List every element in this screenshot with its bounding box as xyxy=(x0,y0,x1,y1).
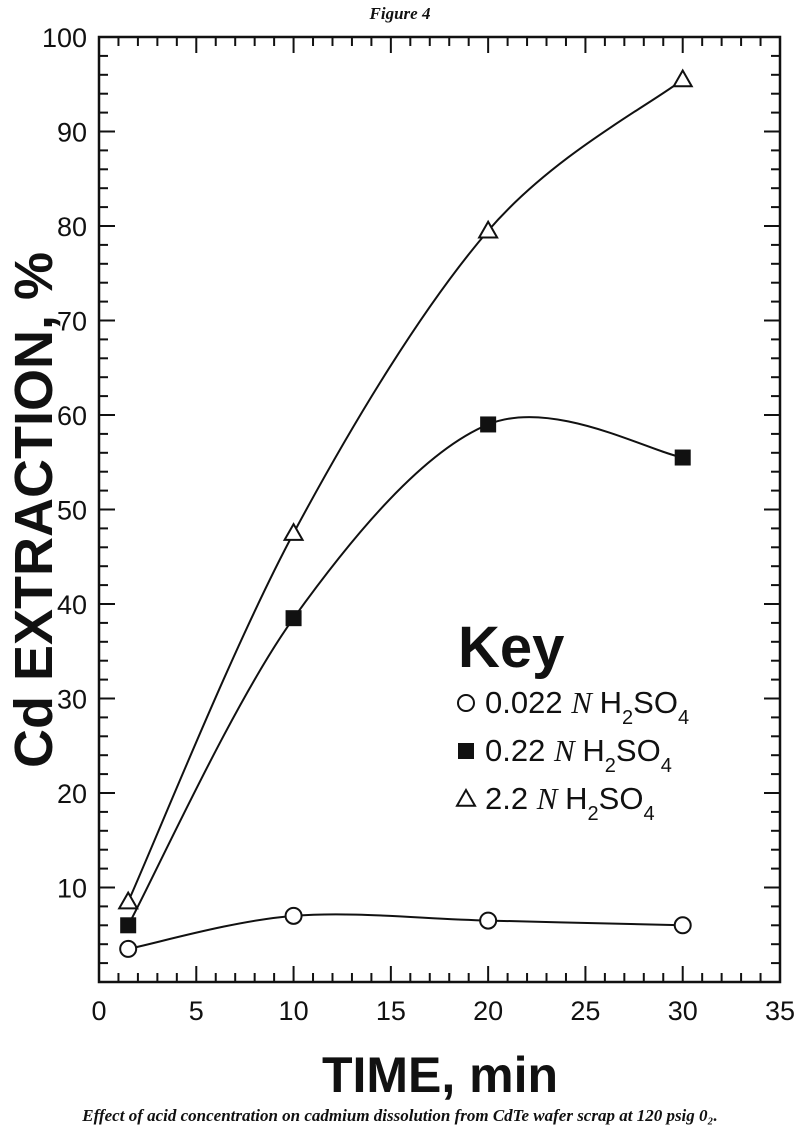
x-tick-label: 5 xyxy=(189,996,204,1026)
legend-marker xyxy=(457,694,475,712)
y-tick-label: 100 xyxy=(42,23,87,53)
legend-label: 2.2 N H2SO4 xyxy=(485,781,655,825)
legend-label: 0.22 N H2SO4 xyxy=(485,733,672,777)
legend-marker xyxy=(455,787,477,807)
x-tick-label: 30 xyxy=(668,996,698,1026)
legend-label: 0.022 N H2SO4 xyxy=(485,685,689,729)
data-point xyxy=(284,906,303,925)
x-tick-label: 35 xyxy=(765,996,795,1026)
y-tick-label: 40 xyxy=(57,590,87,620)
series-markers xyxy=(117,68,694,958)
data-point xyxy=(119,939,138,958)
data-point xyxy=(479,911,498,930)
data-point xyxy=(671,68,694,88)
x-tick-label: 25 xyxy=(570,996,600,1026)
y-tick-label: 60 xyxy=(57,401,87,431)
y-tick-label: 50 xyxy=(57,496,87,526)
data-point xyxy=(673,916,692,935)
legend-title: Key xyxy=(458,615,564,680)
series-line xyxy=(127,78,684,903)
y-tick-label: 10 xyxy=(57,874,87,904)
x-tick-label: 20 xyxy=(473,996,503,1026)
data-point xyxy=(117,890,139,910)
y-tick-label: 70 xyxy=(57,307,87,337)
x-axis-title: TIME, min xyxy=(322,1047,558,1103)
y-tick-label: 80 xyxy=(57,212,87,242)
data-point xyxy=(480,416,497,433)
figure-label: Figure 4 xyxy=(369,4,431,23)
series-line xyxy=(127,416,683,926)
axis-tick-labels: 0 5 10 15 20 25 30 35 10 20 30 40 50 60 70 80 90 100 xyxy=(42,23,795,1026)
plot-frame xyxy=(97,35,782,984)
series-curves xyxy=(127,78,684,950)
series-line xyxy=(127,913,683,950)
data-point xyxy=(285,610,302,627)
x-tick-label: 10 xyxy=(279,996,309,1026)
x-tick-label: 0 xyxy=(91,996,106,1026)
y-tick-label: 20 xyxy=(57,779,87,809)
data-point xyxy=(477,219,499,239)
y-axis-title: Cd EXTRACTION, % xyxy=(4,252,64,768)
data-point xyxy=(282,522,305,541)
data-point xyxy=(674,449,691,466)
y-tick-label: 90 xyxy=(57,118,87,148)
y-tick-label: 30 xyxy=(57,685,87,715)
axis-ticks xyxy=(98,36,781,983)
data-point xyxy=(120,917,137,934)
x-tick-label: 15 xyxy=(376,996,406,1026)
figure-caption: Effect of acid concentration on cadmium … xyxy=(82,1106,718,1125)
legend-marker xyxy=(458,743,474,759)
